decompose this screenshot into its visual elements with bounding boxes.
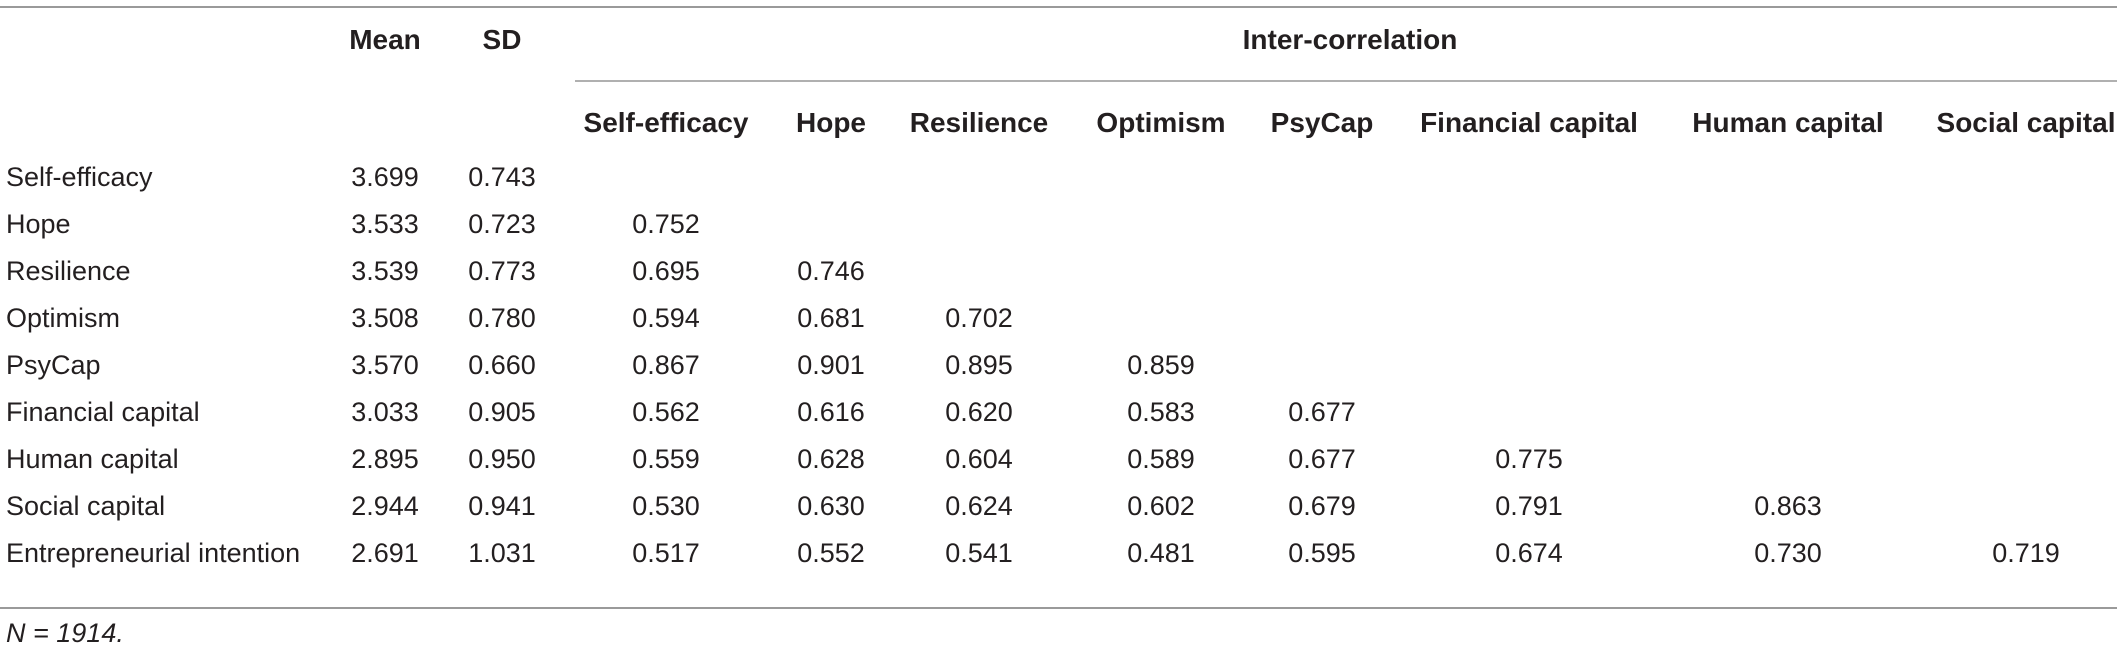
correlation-cell: 0.481 xyxy=(1127,538,1195,568)
correlation-cell: 0.602 xyxy=(1127,491,1195,521)
correlation-cell: 0.589 xyxy=(1127,444,1195,474)
row-label: Hope xyxy=(6,209,71,239)
mean-cell: 3.508 xyxy=(351,303,419,333)
mean-cell: 3.033 xyxy=(351,397,419,427)
correlation-cell: 0.791 xyxy=(1495,491,1563,521)
mean-cell: 2.691 xyxy=(351,538,419,568)
header-mean: Mean xyxy=(349,24,421,55)
correlation-cell: 0.867 xyxy=(632,350,700,380)
correlation-cell: 0.681 xyxy=(797,303,865,333)
correlation-cell: 0.752 xyxy=(632,209,700,239)
correlation-cell: 0.901 xyxy=(797,350,865,380)
correlation-cell: 0.552 xyxy=(797,538,865,568)
correlation-cell: 0.630 xyxy=(797,491,865,521)
row-label: Resilience xyxy=(6,256,131,286)
header-sd: SD xyxy=(482,24,522,55)
correlation-cell: 0.730 xyxy=(1754,538,1822,568)
sd-cell: 0.950 xyxy=(468,444,536,474)
correlation-cell: 0.604 xyxy=(945,444,1013,474)
correlation-cell: 0.628 xyxy=(797,444,865,474)
sd-cell: 0.660 xyxy=(468,350,536,380)
mean-cell: 3.699 xyxy=(351,162,419,192)
table-bottom-rule xyxy=(0,607,2117,609)
mean-cell: 3.539 xyxy=(351,256,419,286)
correlation-cell: 0.530 xyxy=(632,491,700,521)
correlation-cell: 0.702 xyxy=(945,303,1013,333)
correlation-cell: 0.863 xyxy=(1754,491,1822,521)
correlation-cell: 0.746 xyxy=(797,256,865,286)
column-header: Human capital xyxy=(1692,107,1884,138)
sd-cell: 0.773 xyxy=(468,256,536,286)
row-label: PsyCap xyxy=(6,350,101,380)
table-top-rule xyxy=(0,6,2117,8)
correlation-cell: 0.775 xyxy=(1495,444,1563,474)
row-label: Social capital xyxy=(6,491,166,521)
row-label: Entrepreneurial intention xyxy=(6,538,301,568)
mean-cell: 2.944 xyxy=(351,491,419,521)
sd-cell: 1.031 xyxy=(468,538,536,568)
column-header: PsyCap xyxy=(1270,107,1374,138)
correlation-cell: 0.719 xyxy=(1992,538,2060,568)
sd-cell: 0.941 xyxy=(468,491,536,521)
correlation-cell: 0.859 xyxy=(1127,350,1195,380)
correlation-cell: 0.616 xyxy=(797,397,865,427)
correlation-cell: 0.559 xyxy=(632,444,700,474)
correlation-cell: 0.677 xyxy=(1288,444,1356,474)
sd-cell: 0.780 xyxy=(468,303,536,333)
correlation-cell: 0.594 xyxy=(632,303,700,333)
column-header: Social capital xyxy=(1936,107,2116,138)
column-header: Resilience xyxy=(909,107,1049,138)
correlation-cell: 0.895 xyxy=(945,350,1013,380)
sd-cell: 0.723 xyxy=(468,209,536,239)
table-note: N = 1914. xyxy=(6,618,124,648)
mean-cell: 2.895 xyxy=(351,444,419,474)
row-label: Self-efficacy xyxy=(6,162,153,192)
mean-cell: 3.533 xyxy=(351,209,419,239)
correlation-cell: 0.541 xyxy=(945,538,1013,568)
correlation-cell: 0.562 xyxy=(632,397,700,427)
sd-cell: 0.743 xyxy=(468,162,536,192)
correlation-cell: 0.624 xyxy=(945,491,1013,521)
header-inter-correlation: Inter-correlation xyxy=(1242,24,1458,55)
correlation-cell: 0.517 xyxy=(632,538,700,568)
column-header: Hope xyxy=(796,107,866,138)
correlation-cell: 0.583 xyxy=(1127,397,1195,427)
correlation-cell: 0.620 xyxy=(945,397,1013,427)
column-header: Financial capital xyxy=(1420,107,1638,138)
correlation-cell: 0.677 xyxy=(1288,397,1356,427)
row-label: Financial capital xyxy=(6,397,200,427)
column-header: Optimism xyxy=(1096,107,1226,138)
correlation-cell: 0.679 xyxy=(1288,491,1356,521)
column-header: Self-efficacy xyxy=(583,107,749,138)
correlation-cell: 0.595 xyxy=(1288,538,1356,568)
row-label: Optimism xyxy=(6,303,120,333)
mean-cell: 3.570 xyxy=(351,350,419,380)
row-label: Human capital xyxy=(6,444,179,474)
correlation-cell: 0.674 xyxy=(1495,538,1563,568)
inter-correlation-underline xyxy=(575,80,2117,82)
sd-cell: 0.905 xyxy=(468,397,536,427)
correlation-cell: 0.695 xyxy=(632,256,700,286)
